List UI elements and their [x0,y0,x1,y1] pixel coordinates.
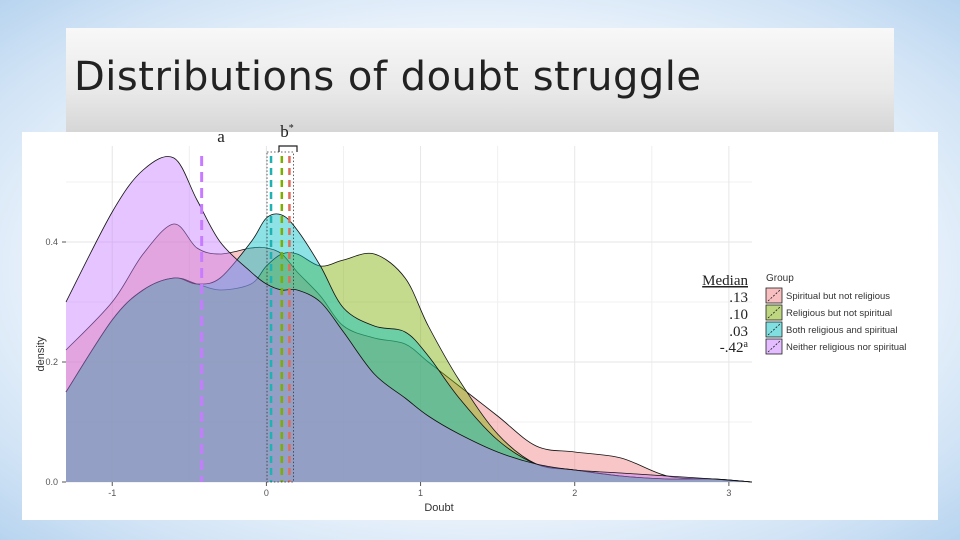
median-value-1: .13 [729,290,748,306]
x-tick-label: 2 [572,488,577,498]
legend-label-1: Spiritual but not religious [786,291,890,302]
median-lines [200,151,294,483]
grid [66,146,752,483]
legend-label-3: Both religious and spiritual [786,325,897,336]
label-b-text: b [280,122,289,141]
y-axis-label: density [35,336,47,371]
y-tick-label: 0.2 [45,357,58,367]
median-value-4: -.42a [720,339,749,356]
legend-key-slash-1 [767,289,781,302]
x-tick-label: 0 [264,488,269,498]
x-tick-label: -1 [108,488,116,498]
legend-label-2: Religious but not spiritual [786,308,892,319]
label-b-sup: * [289,123,294,134]
legend-title: Group [766,273,794,284]
plot-background [66,146,752,482]
label-b: b* [280,122,294,141]
density-outline-1 [65,223,753,483]
title-bar [66,28,894,132]
density-area-4 [66,156,752,482]
axes: 0.0 0.2 0.4 -1 0 1 2 3 Doubt density [35,237,731,514]
legend-label-4: Neither religious nor spiritual [786,342,906,353]
legend-key-slash-3 [767,323,781,336]
density-outline-4 [65,156,753,483]
median-value-4-text: -.42 [720,340,744,356]
x-tick-label: 1 [418,488,423,498]
legend-key-slash-2 [767,306,781,319]
x-axis-label: Doubt [424,502,453,514]
label-a: a [217,127,225,146]
median-value-4-sup: a [744,339,749,350]
slide-title: Distributions of doubt struggle [74,54,702,100]
median-value-2: .10 [729,307,748,323]
bracket-b [278,145,298,152]
legend: Group Spiritual but not religious Religio… [765,273,906,355]
density-outline-3 [65,213,753,483]
density-area-3 [66,213,752,483]
median-header: Median [702,273,748,289]
density-area-2 [66,252,752,482]
median-value-3: .03 [729,324,748,340]
y-tick-label: 0.4 [45,237,58,247]
legend-key-slash-4 [767,340,781,353]
y-tick-label: 0.0 [45,477,58,487]
x-tick-label: 3 [726,488,731,498]
density-areas [65,156,753,483]
